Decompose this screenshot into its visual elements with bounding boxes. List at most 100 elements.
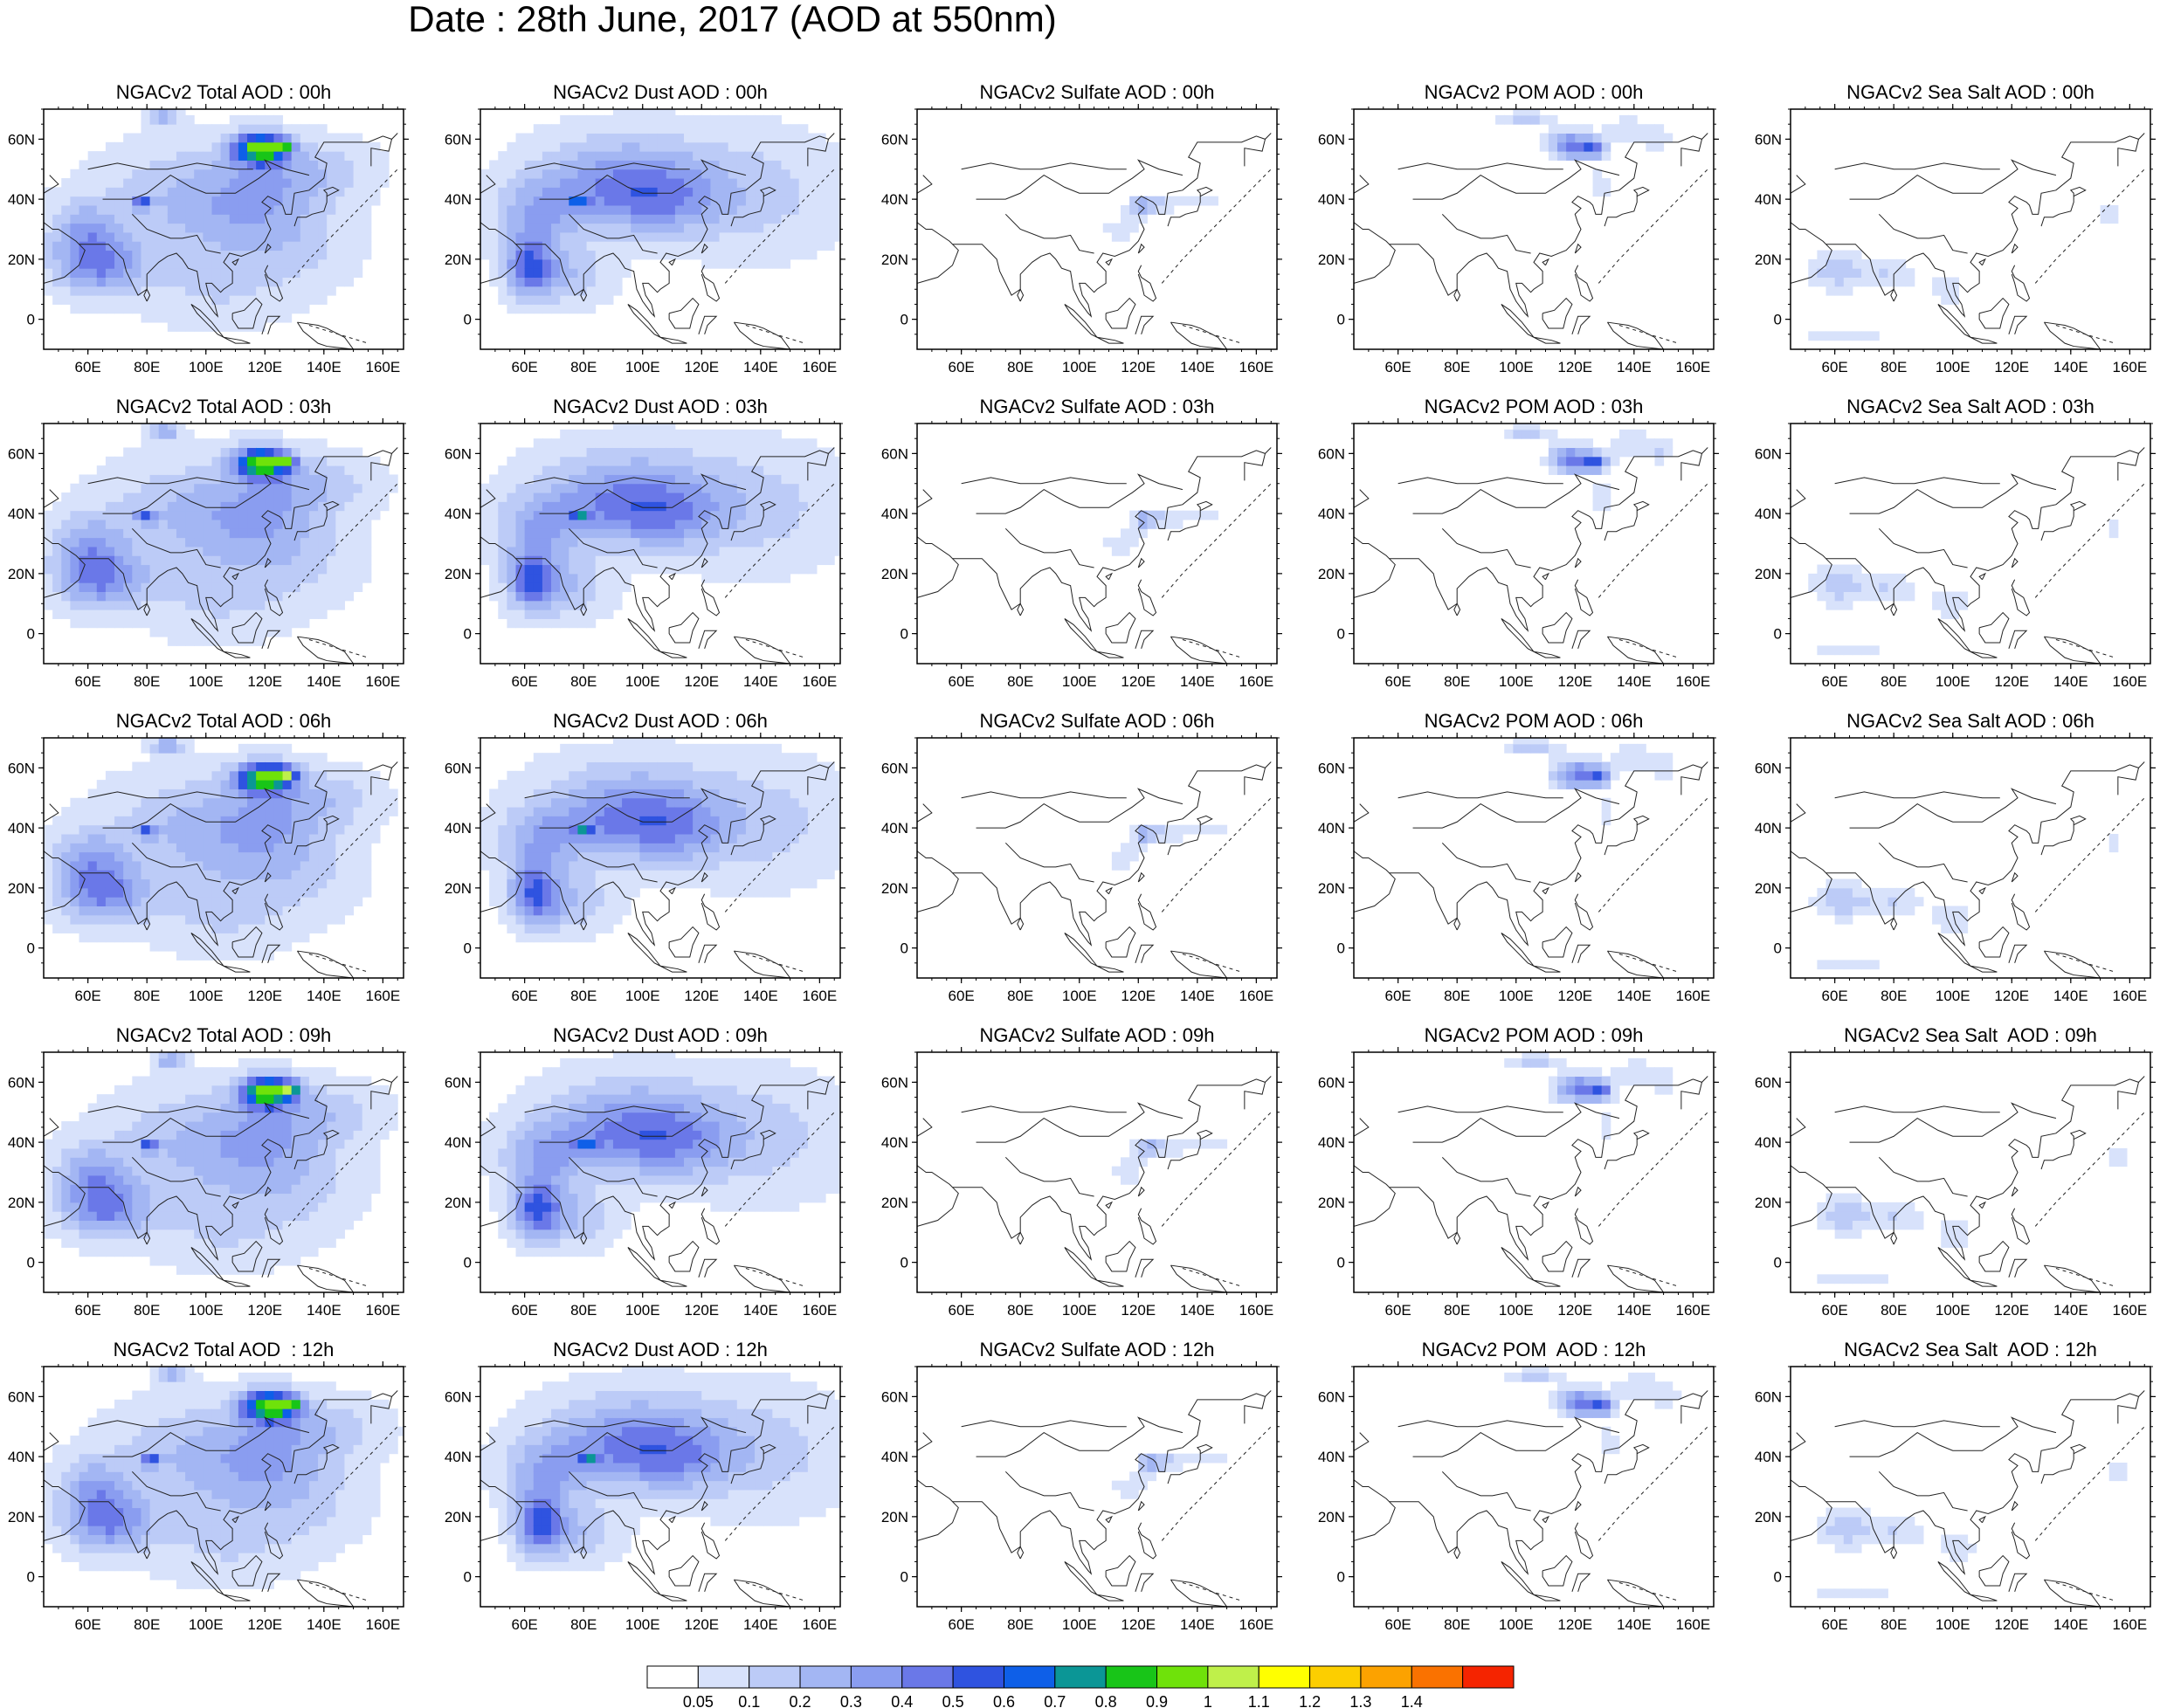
aod-cell xyxy=(728,223,738,233)
aod-cell xyxy=(265,313,274,323)
aod-cell xyxy=(728,124,738,134)
aod-cell xyxy=(719,438,729,448)
aod-cell xyxy=(745,528,756,539)
lon-tick-label: 160E xyxy=(2113,359,2148,375)
aod-cell xyxy=(1896,573,1907,583)
aod-cell xyxy=(763,456,773,466)
lat-tick-label: 20N xyxy=(881,566,908,582)
aod-cell xyxy=(211,277,222,287)
aod-cell xyxy=(1879,277,1888,287)
aod-cell xyxy=(1834,277,1845,287)
aod-cell xyxy=(798,438,809,448)
aod-cell xyxy=(256,277,266,287)
aod-cell xyxy=(666,447,676,458)
lat-tick-label: 60N xyxy=(445,445,472,462)
boundary-line xyxy=(2034,483,2145,598)
aod-cell xyxy=(622,124,631,134)
aod-cell xyxy=(229,637,239,646)
aod-cell xyxy=(1637,124,1646,134)
aod-cell xyxy=(149,878,160,889)
aod-cell xyxy=(612,124,623,134)
aod-cell xyxy=(586,456,597,466)
aod-cell xyxy=(149,304,160,314)
aod-cell xyxy=(44,196,53,206)
aod-cell xyxy=(247,133,257,143)
aod-cell xyxy=(1834,258,1845,269)
aod-cell xyxy=(569,223,578,233)
aod-cell xyxy=(282,573,293,583)
aod-cell xyxy=(577,610,588,619)
aod-cell xyxy=(560,528,569,539)
aod-cell xyxy=(185,187,195,197)
coastline xyxy=(1105,611,1136,644)
aod-cell xyxy=(335,241,345,251)
aod-cell xyxy=(70,897,80,906)
aod-cell xyxy=(569,582,578,592)
aod-cell xyxy=(542,618,552,629)
aod-cell xyxy=(542,501,552,512)
aod-cell xyxy=(265,510,274,520)
aod-cell xyxy=(728,214,738,224)
lon-tick-label: 140E xyxy=(1617,673,1652,690)
aod-cell xyxy=(612,169,623,179)
aod-cell xyxy=(327,501,336,512)
aod-cell xyxy=(52,591,62,602)
aod-cell xyxy=(489,196,499,206)
aod-cell xyxy=(693,465,702,475)
aod-cell xyxy=(781,250,791,260)
aod-cell xyxy=(96,169,107,179)
aod-cell xyxy=(123,878,133,889)
aod-cell xyxy=(798,564,809,575)
aod-cell xyxy=(70,520,80,529)
aod-cell xyxy=(657,169,667,179)
aod-cell xyxy=(105,178,115,188)
aod-cell xyxy=(335,258,345,269)
aod-cell xyxy=(211,528,222,539)
aod-cell xyxy=(498,151,507,161)
aod-cell xyxy=(167,510,177,520)
aod-cell xyxy=(701,510,711,520)
aod-cell xyxy=(44,582,53,592)
aod-cell xyxy=(684,438,694,448)
aod-cell xyxy=(132,618,141,629)
coastlines xyxy=(480,133,835,349)
aod-cell xyxy=(300,492,310,502)
aod-cell xyxy=(674,250,685,260)
lon-tick-label: 60E xyxy=(1822,359,1848,375)
aod-cell xyxy=(807,160,818,170)
aod-cell xyxy=(781,223,791,233)
aod-cell xyxy=(684,160,694,170)
aod-cell xyxy=(604,241,614,251)
aod-cell xyxy=(211,286,222,296)
aod-cell xyxy=(1870,582,1880,592)
coastline xyxy=(1137,557,1145,568)
aod-cell xyxy=(586,591,597,602)
aod-cell xyxy=(149,582,160,592)
aod-cell xyxy=(167,241,177,251)
aod-cell xyxy=(807,520,818,529)
aod-cell xyxy=(595,429,605,439)
coastline xyxy=(976,473,1184,514)
aod-cell xyxy=(370,474,381,485)
aod-cell xyxy=(114,807,124,816)
coastline xyxy=(1978,572,1986,581)
aod-cell xyxy=(265,465,274,475)
aod-cell xyxy=(211,187,222,197)
aod-cell xyxy=(211,789,222,799)
aod-cell xyxy=(327,277,336,287)
aod-cell xyxy=(194,851,204,862)
aod-cell xyxy=(220,214,231,224)
aod-cell xyxy=(273,555,284,566)
aod-cell xyxy=(631,528,640,539)
aod-cell xyxy=(158,582,169,592)
aod-cell xyxy=(693,483,702,493)
coastline xyxy=(807,453,829,481)
aod-cell xyxy=(185,941,195,952)
aod-cell xyxy=(834,187,840,197)
coastline xyxy=(102,159,310,200)
aod-cell xyxy=(533,573,543,583)
aod-cell xyxy=(79,277,89,287)
aod-cell xyxy=(194,924,204,933)
aod-cell xyxy=(498,537,507,548)
aod-cell xyxy=(176,914,186,925)
